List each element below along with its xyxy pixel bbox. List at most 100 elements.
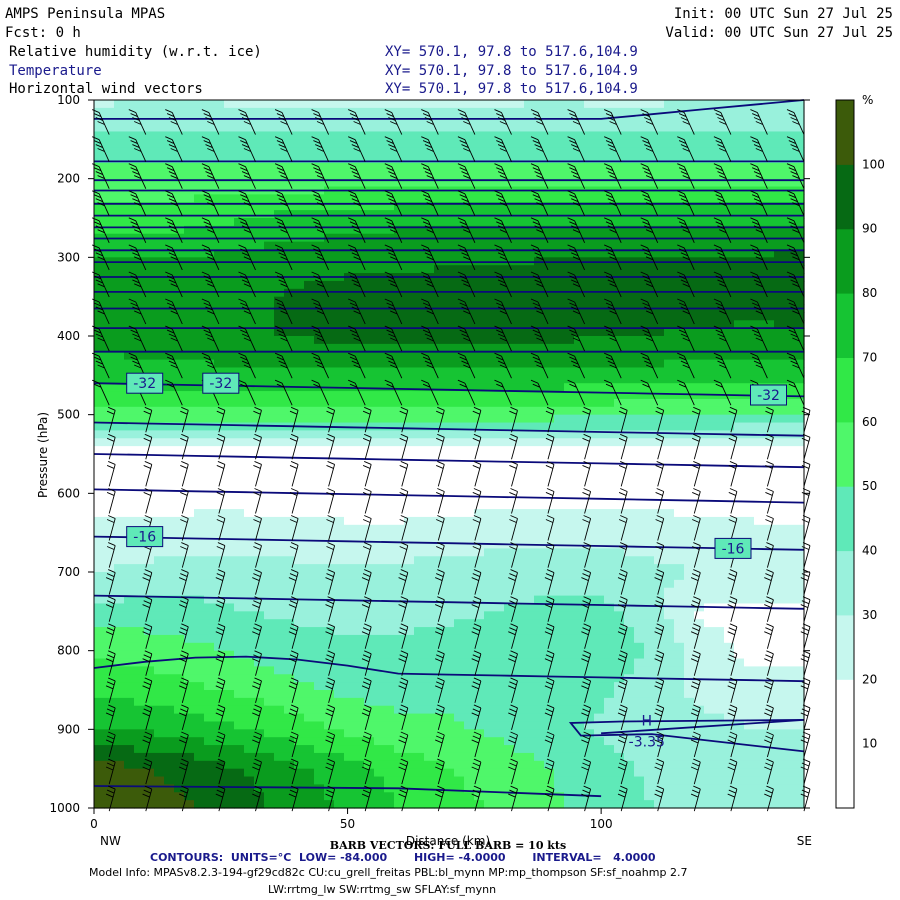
- rh-cell: [214, 422, 225, 431]
- rh-cell: [524, 343, 535, 353]
- rh-cell: [594, 595, 605, 605]
- rh-cell: [484, 477, 495, 487]
- rh-cell: [624, 666, 635, 675]
- rh-cell: [604, 760, 615, 770]
- rh-cell: [624, 721, 635, 730]
- rh-cell: [574, 501, 585, 510]
- rh-cell: [154, 391, 165, 400]
- rh-cell: [214, 650, 225, 660]
- rh-cell: [184, 595, 195, 605]
- rh-cell: [414, 737, 425, 746]
- rh-cell: [574, 155, 585, 164]
- rh-cell: [244, 461, 255, 471]
- rh-cell: [404, 579, 415, 589]
- rh-cell: [94, 501, 105, 510]
- rh-cell: [414, 422, 425, 431]
- rh-cell: [414, 414, 425, 424]
- rh-cell: [444, 320, 455, 329]
- rh-cell: [354, 359, 365, 369]
- rh-cell: [154, 359, 165, 369]
- rh-cell: [254, 265, 265, 274]
- rh-cell: [204, 564, 215, 573]
- rh-cell: [184, 123, 195, 133]
- rh-cell: [244, 642, 255, 652]
- rh-cell: [604, 658, 615, 667]
- rh-cell: [534, 414, 545, 424]
- rh-cell: [594, 682, 605, 691]
- rh-cell: [104, 194, 115, 203]
- rh-cell: [494, 682, 505, 691]
- rh-cell: [284, 524, 295, 534]
- rh-cell: [454, 406, 465, 416]
- rh-cell: [584, 658, 595, 667]
- rh-cell: [314, 524, 325, 534]
- rh-cell: [554, 249, 565, 258]
- rh-cell: [364, 343, 375, 353]
- rh-cell: [224, 705, 235, 715]
- rh-cell: [144, 398, 155, 408]
- rh-cell: [214, 548, 225, 557]
- rh-cell: [344, 336, 355, 345]
- rh-cell: [494, 587, 505, 597]
- rh-cell: [534, 532, 545, 542]
- rh-cell: [204, 241, 215, 251]
- rh-cell: [414, 446, 425, 455]
- rh-cell: [194, 603, 205, 612]
- rh-cell: [124, 674, 135, 683]
- rh-cell: [334, 123, 345, 133]
- rh-cell: [634, 548, 645, 557]
- rh-cell: [154, 249, 165, 258]
- rh-cell: [444, 147, 455, 156]
- rh-cell: [314, 674, 325, 683]
- rh-cell: [574, 532, 585, 542]
- rh-cell: [94, 658, 105, 667]
- rh-cell: [154, 721, 165, 730]
- rh-cell: [164, 516, 175, 526]
- rh-cell: [94, 359, 105, 369]
- rh-cell: [264, 729, 275, 738]
- rh-cell: [274, 367, 285, 376]
- rh-cell: [404, 343, 415, 353]
- rh-cell: [264, 100, 275, 109]
- rh-cell: [194, 469, 205, 479]
- rh-cell: [284, 139, 295, 148]
- rh-cell: [404, 737, 415, 746]
- rh-cell: [264, 375, 275, 384]
- rh-cell: [474, 760, 485, 770]
- rh-cell: [184, 139, 195, 148]
- rh-cell: [344, 619, 355, 628]
- rh-cell: [474, 454, 485, 463]
- rh-cell: [294, 745, 305, 754]
- rh-cell: [294, 776, 305, 785]
- rh-cell: [144, 690, 155, 699]
- rh-cell: [584, 674, 595, 683]
- rh-cell: [384, 800, 395, 809]
- rh-cell: [494, 115, 505, 125]
- rh-cell: [484, 328, 495, 337]
- rh-cell: [294, 540, 305, 549]
- rh-cell: [354, 658, 365, 667]
- rh-cell: [554, 107, 565, 117]
- rh-cell: [94, 752, 105, 762]
- rh-cell: [634, 249, 645, 258]
- rh-cell: [544, 288, 555, 298]
- rh-cell: [384, 682, 395, 691]
- rh-cell: [464, 343, 475, 353]
- rh-cell: [144, 784, 155, 793]
- rh-cell: [144, 454, 155, 463]
- rh-cell: [294, 705, 305, 715]
- rh-cell: [204, 611, 215, 620]
- rh-cell: [384, 516, 395, 526]
- rh-cell: [604, 351, 615, 361]
- rh-cell: [334, 540, 345, 549]
- rh-cell: [444, 666, 455, 675]
- rh-cell: [364, 690, 375, 699]
- rh-cell: [524, 532, 535, 542]
- rh-cell: [514, 627, 525, 636]
- rh-cell: [304, 446, 315, 455]
- rh-cell: [334, 414, 345, 424]
- rh-cell: [184, 611, 195, 620]
- rh-cell: [204, 202, 215, 211]
- rh-cell: [514, 737, 525, 746]
- rh-cell: [574, 658, 585, 667]
